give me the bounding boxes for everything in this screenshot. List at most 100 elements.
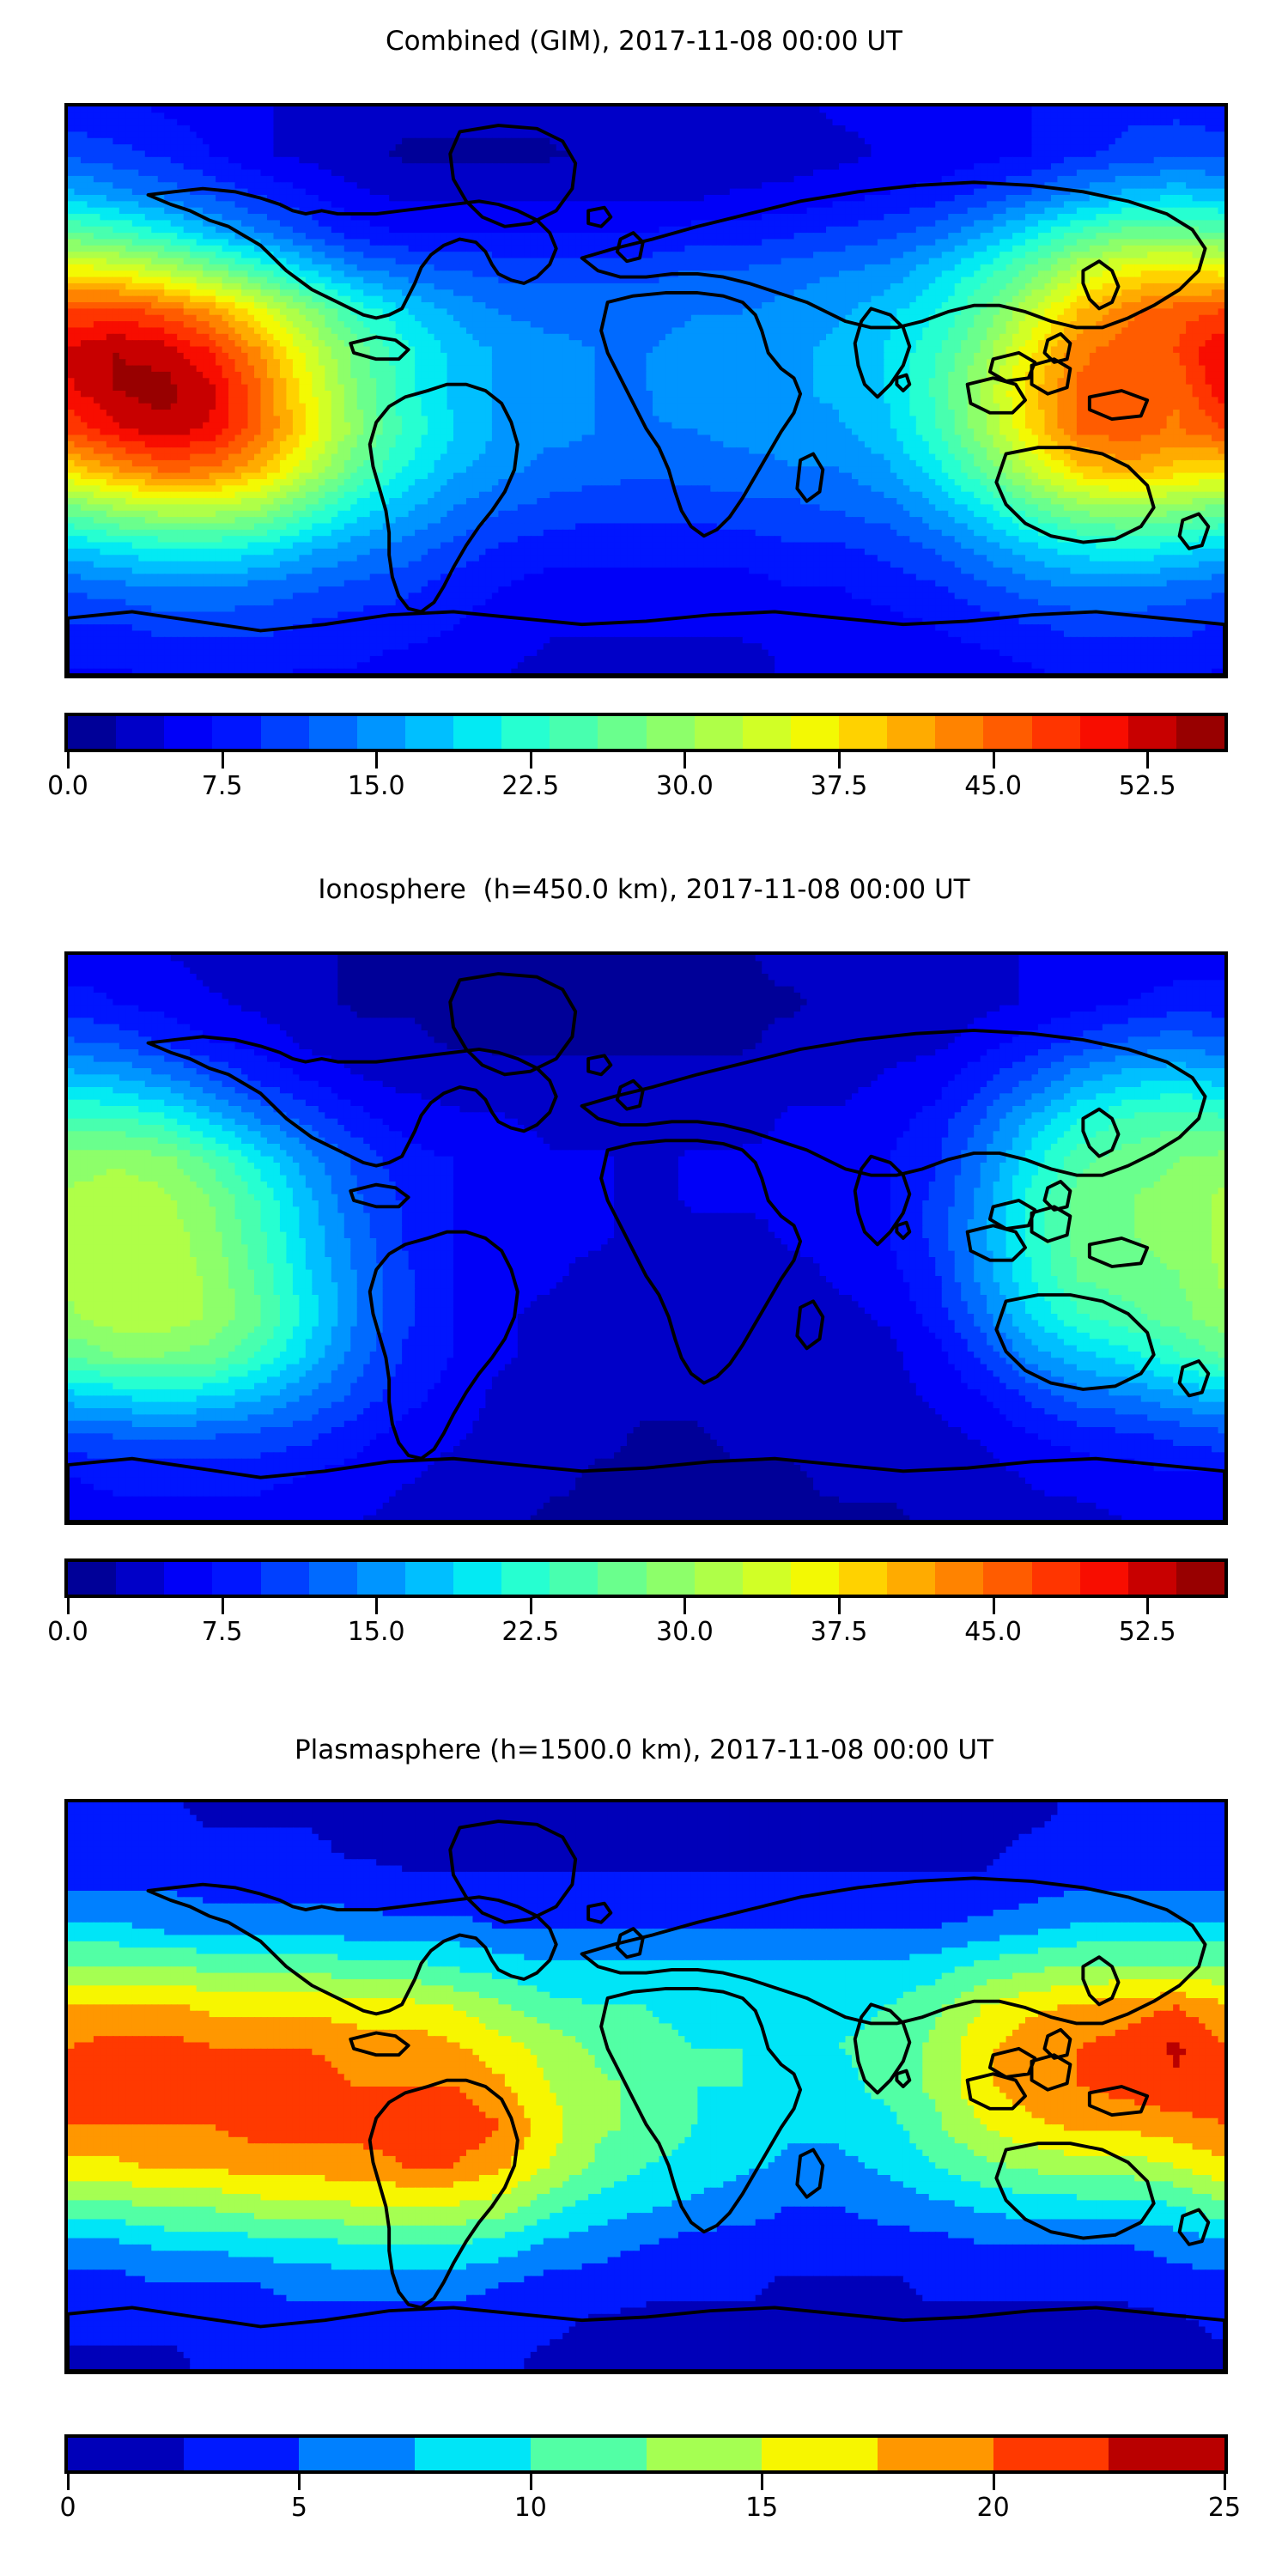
colorbar-tick-label: 25 xyxy=(1208,2493,1241,2523)
colorbar-tick xyxy=(375,1598,378,1614)
colorbar-tick xyxy=(298,2474,301,2490)
colorbar-tick xyxy=(993,2474,995,2490)
colorbar-tick-label: 30.0 xyxy=(656,771,714,801)
tec-field-combined xyxy=(68,106,1224,675)
colorbar-tick xyxy=(993,752,995,769)
colorbar-tick-label: 52.5 xyxy=(1119,1617,1176,1647)
colorbar-tick-label: 30.0 xyxy=(656,1617,714,1647)
colorbar-band xyxy=(453,1562,501,1595)
colorbar-band xyxy=(695,1562,743,1595)
colorbar-band xyxy=(1109,2438,1224,2470)
colorbar-tick xyxy=(993,1598,995,1614)
colorbar-band xyxy=(550,1562,598,1595)
colorbar-labels-plasmasphere: 0 5 10 15 20 25 xyxy=(64,2493,1228,2527)
colorbar-labels-combined: 0.0 7.5 15.0 22.5 30.0 37.5 45.0 52.5 xyxy=(64,771,1228,805)
colorbar-band xyxy=(839,1562,887,1595)
colorbar-band xyxy=(212,716,260,749)
colorbar-tick xyxy=(1224,2474,1226,2490)
colorbar-bands-ionosphere xyxy=(64,1558,1228,1598)
colorbar-band xyxy=(1176,1562,1224,1595)
colorbar-band xyxy=(309,1562,357,1595)
colorbar-tick-label: 20 xyxy=(977,2493,1010,2523)
colorbar-band xyxy=(501,716,550,749)
tec-field-plasmasphere xyxy=(68,1802,1224,2371)
colorbar-band xyxy=(116,1562,164,1595)
colorbar-band xyxy=(743,1562,791,1595)
colorbar-band xyxy=(1128,716,1176,749)
colorbar-band xyxy=(68,716,116,749)
colorbar-band xyxy=(695,716,743,749)
colorbar-band xyxy=(261,1562,309,1595)
colorbar-band xyxy=(762,2438,878,2470)
colorbar-tick xyxy=(683,1598,686,1614)
colorbar-tick-label: 0 xyxy=(59,2493,76,2523)
tec-field-ionosphere xyxy=(68,955,1224,1522)
colorbar-band xyxy=(309,716,357,749)
colorbar-tick xyxy=(67,2474,70,2490)
colorbar-band xyxy=(935,716,983,749)
colorbar-band xyxy=(887,1562,935,1595)
map-axes-plasmasphere xyxy=(64,1799,1228,2374)
colorbar-tick xyxy=(67,752,70,769)
map-inner-ionosphere xyxy=(68,955,1224,1522)
colorbar-tick-label: 45.0 xyxy=(964,1617,1022,1647)
colorbar-tick-label: 15.0 xyxy=(348,771,405,801)
colorbar-tick-label: 45.0 xyxy=(964,771,1022,801)
colorbar-tick xyxy=(1146,1598,1149,1614)
colorbar-bands-combined xyxy=(64,713,1228,752)
colorbar-band xyxy=(68,1562,116,1595)
colorbar-tick xyxy=(222,752,224,769)
colorbar-band xyxy=(357,1562,405,1595)
colorbar-labels-ionosphere: 0.0 7.5 15.0 22.5 30.0 37.5 45.0 52.5 xyxy=(64,1617,1228,1651)
panel-title-plasmasphere: Plasmasphere (h=1500.0 km), 2017-11-08 0… xyxy=(0,1735,1288,1765)
colorbar-band xyxy=(501,1562,550,1595)
colorbar-tick-label: 0.0 xyxy=(47,771,88,801)
colorbar-tick-label: 0.0 xyxy=(47,1617,88,1647)
colorbar-ticks-ionosphere xyxy=(64,1598,1228,1617)
map-axes-ionosphere xyxy=(64,951,1228,1525)
panel-combined-gim: Combined (GIM), 2017-11-08 00:00 UT 0.0 7… xyxy=(0,0,1288,859)
colorbar-tick xyxy=(67,1598,70,1614)
colorbar-band xyxy=(357,716,405,749)
colorbar-tick xyxy=(530,752,532,769)
colorbar-bands-plasmasphere xyxy=(64,2434,1228,2474)
colorbar-band xyxy=(791,1562,839,1595)
map-inner-combined xyxy=(68,106,1224,675)
colorbar-band xyxy=(68,2438,184,2470)
colorbar-tick xyxy=(530,1598,532,1614)
colorbar-tick xyxy=(761,2474,763,2490)
colorbar-band xyxy=(1032,1562,1080,1595)
colorbar-band xyxy=(1080,716,1128,749)
colorbar-band xyxy=(164,1562,212,1595)
colorbar-tick-label: 7.5 xyxy=(202,1617,243,1647)
colorbar-band xyxy=(647,1562,695,1595)
colorbar-band xyxy=(1080,1562,1128,1595)
colorbar-band xyxy=(164,716,212,749)
colorbar-band xyxy=(531,2438,647,2470)
colorbar-band xyxy=(116,716,164,749)
colorbar-ticks-combined xyxy=(64,752,1228,771)
colorbar-tick xyxy=(530,2474,532,2490)
colorbar-tick xyxy=(1146,752,1149,769)
colorbar-band xyxy=(839,716,887,749)
colorbar-tick-label: 5 xyxy=(291,2493,307,2523)
colorbar-band xyxy=(935,1562,983,1595)
colorbar-band xyxy=(598,716,646,749)
colorbar-ticks-plasmasphere xyxy=(64,2474,1228,2493)
colorbar-tick-label: 37.5 xyxy=(811,1617,868,1647)
panel-ionosphere: Ionosphere (h=450.0 km), 2017-11-08 00:0… xyxy=(0,850,1288,1709)
colorbar-band xyxy=(1032,716,1080,749)
colorbar-band xyxy=(743,716,791,749)
colorbar-tick-label: 22.5 xyxy=(501,771,559,801)
colorbar-band xyxy=(1128,1562,1176,1595)
colorbar-band xyxy=(887,716,935,749)
colorbar-band xyxy=(405,716,453,749)
colorbar-band xyxy=(647,716,695,749)
colorbar-tick xyxy=(375,752,378,769)
colorbar-tick xyxy=(838,1598,841,1614)
colorbar-tick xyxy=(838,752,841,769)
colorbar-band xyxy=(212,1562,260,1595)
colorbar-band xyxy=(878,2438,993,2470)
colorbar-band xyxy=(983,716,1031,749)
